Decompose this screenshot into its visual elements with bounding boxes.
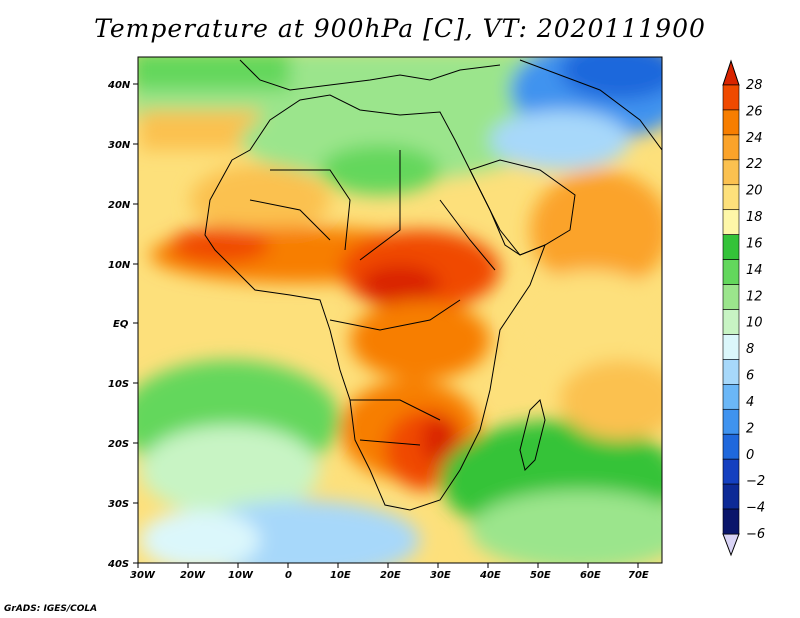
temperature-field	[138, 57, 662, 563]
colorbar-label: −4	[746, 501, 765, 516]
colorbar-label: 2	[746, 421, 754, 436]
lat-tick: 40S	[107, 559, 129, 570]
colorbar-label: −6	[746, 527, 765, 542]
colorbar-label: 4	[746, 395, 754, 410]
lon-tick-labels: 30W 20W 10W 0 10E 20E 30E 40E 50E 60E 70…	[130, 570, 649, 581]
lat-tick-labels: 40N 30N 20N 10N EQ 10S 20S 30S 40S	[107, 80, 131, 570]
colorbar-cell	[722, 359, 740, 385]
colorbar-cell	[722, 309, 740, 335]
lon-tick: 30W	[130, 570, 156, 581]
lon-tick: 10E	[330, 570, 351, 581]
colorbar-cell	[722, 458, 740, 485]
colorbar-label: 18	[746, 210, 763, 225]
colorbar-label: 24	[746, 131, 763, 146]
colorbar-cell	[722, 483, 740, 510]
colorbar-cell	[722, 184, 740, 211]
colorbar-cell	[722, 84, 740, 111]
lat-tick: 20S	[108, 439, 129, 450]
lon-tick: 40E	[479, 570, 501, 581]
colorbar-cell	[722, 433, 740, 460]
colorbar-cell	[722, 209, 740, 235]
lat-tick: 20N	[108, 200, 131, 211]
colorbar-top-triangle	[722, 59, 740, 86]
colorbar-label: 16	[746, 236, 763, 251]
lon-tick: 60E	[580, 570, 601, 581]
colorbar-cell	[722, 134, 740, 161]
lon-tick: 0	[285, 570, 292, 581]
lon-tick: 50E	[530, 570, 551, 581]
colorbar-cell	[722, 234, 740, 260]
colorbar-label: 0	[746, 448, 754, 463]
lat-tick: 10N	[108, 260, 131, 271]
colorbar-label: 22	[746, 157, 763, 172]
map-frame	[137, 56, 663, 564]
colorbar-bottom-triangle	[722, 533, 740, 557]
lat-tick: 10S	[108, 379, 129, 390]
map-title: Temperature at 900hPa [C], VT: 202011190…	[94, 14, 706, 43]
colorbar-cell	[722, 384, 740, 410]
colorbar-label: 14	[746, 263, 763, 278]
lon-tick: 20W	[180, 570, 206, 581]
colorbar-label: 26	[746, 104, 763, 119]
lon-tick: 30E	[430, 570, 451, 581]
colorbar-label: 28	[746, 78, 763, 93]
lon-tick: 20E	[380, 570, 401, 581]
lat-tick: 30N	[108, 140, 131, 151]
tick-marks	[133, 83, 639, 568]
lon-tick: 70E	[628, 570, 649, 581]
colorbar-cell	[722, 259, 740, 285]
coastlines	[204, 59, 662, 511]
colorbar-label: 20	[746, 184, 763, 199]
lat-tick: 30S	[108, 499, 129, 510]
colorbar-label: 12	[746, 289, 763, 304]
colorbar-label: 8	[746, 342, 754, 357]
colorbar-label: −2	[746, 474, 765, 489]
colorbar-label: 6	[746, 369, 754, 384]
colorbar-cell	[722, 109, 740, 136]
colorbar-cell	[722, 284, 740, 310]
lat-tick: 40N	[107, 80, 131, 91]
colorbar-cell	[722, 508, 740, 535]
lat-tick: EQ	[113, 319, 129, 330]
grads-credit: GrADS: IGES/COLA	[4, 604, 98, 614]
colorbar-cell	[722, 159, 740, 186]
lon-tick: 10W	[228, 570, 254, 581]
colorbar-cell	[722, 408, 740, 435]
colorbar-label: 10	[746, 316, 763, 331]
colorbar-cell	[722, 334, 740, 360]
